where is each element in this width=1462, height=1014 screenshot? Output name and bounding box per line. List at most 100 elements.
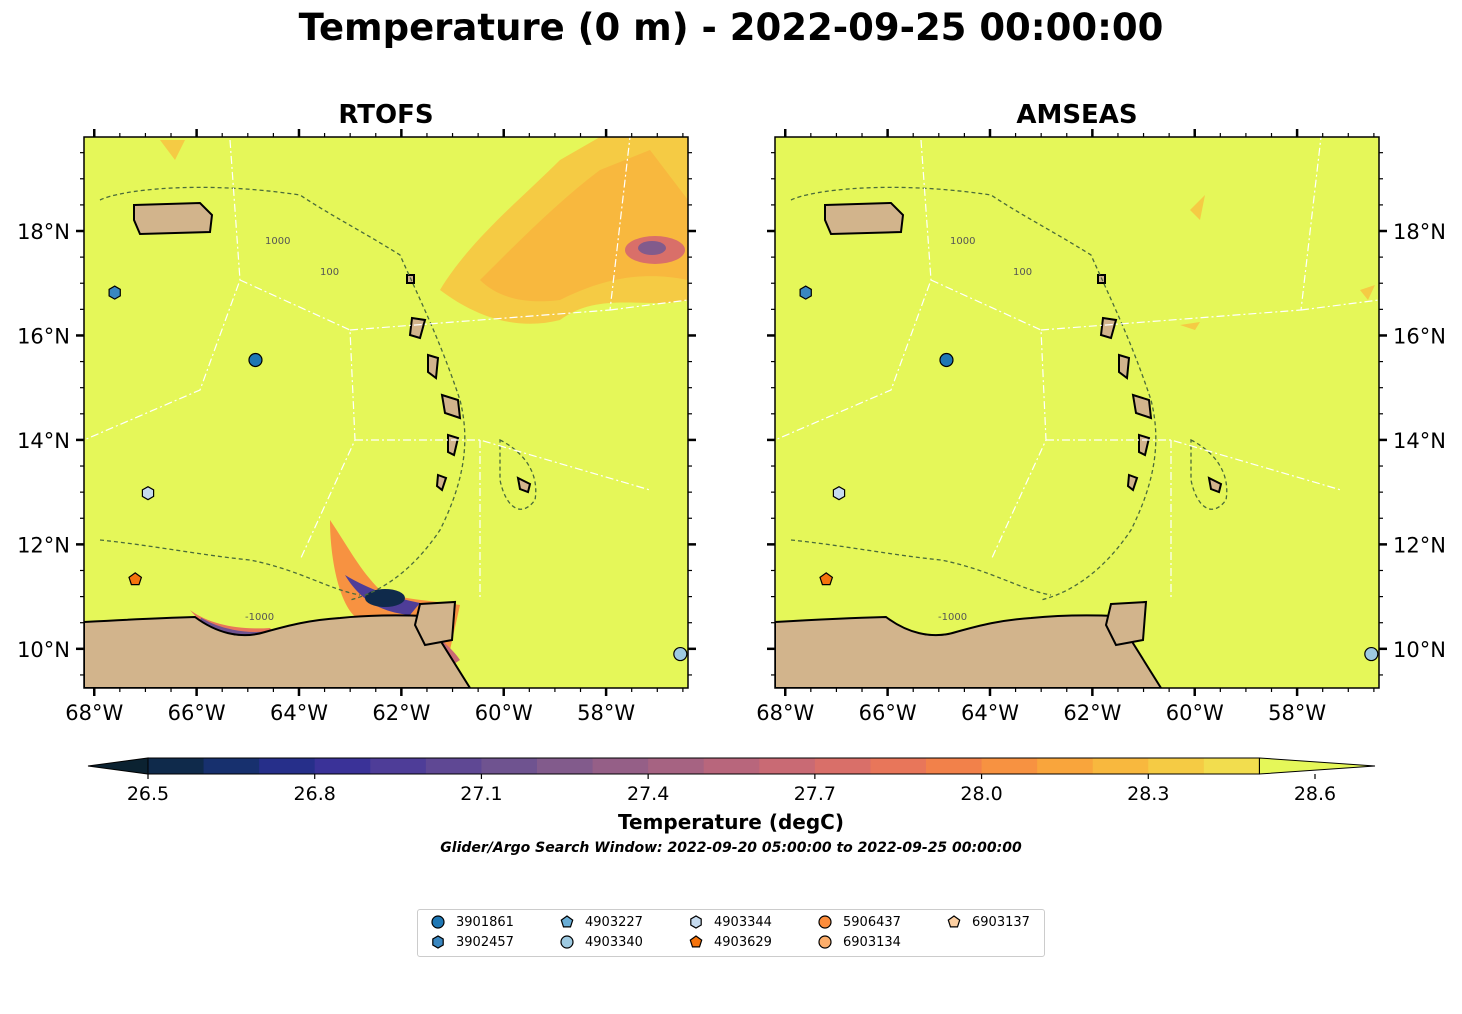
lat-tick-label: 10°N <box>1393 638 1446 662</box>
land-trinidad <box>413 600 457 647</box>
lat-tick-label: 12°N <box>1393 533 1446 557</box>
legend-label: 3902457 <box>456 934 514 950</box>
bathymetry-contour <box>790 186 1157 601</box>
colorbar-segment <box>648 758 705 774</box>
bathymetry-contour <box>99 186 466 601</box>
float-marker-3902457 <box>799 285 812 300</box>
land-puerto-rico <box>824 201 905 236</box>
colorbar-segment <box>537 758 594 774</box>
bathymetry-contour <box>1190 438 1228 510</box>
lon-tick-label: 68°W <box>756 701 814 725</box>
lon-tick-label: 64°W <box>961 701 1019 725</box>
legend-marker-4903227 <box>560 915 574 928</box>
legend-label: 6903137 <box>972 914 1030 930</box>
colorbar-tick-label: 27.4 <box>627 783 669 805</box>
contour-label: 1000 <box>950 236 975 247</box>
lon-tick-label: 58°W <box>1268 701 1326 725</box>
colorbar-segment <box>481 758 538 774</box>
warm-anomaly <box>480 150 688 302</box>
legend-marker-3902457 <box>432 935 444 949</box>
land-puerto-rico <box>133 201 214 236</box>
colorbar-extend-min <box>87 757 149 775</box>
lat-tick-label: 14°N <box>1393 429 1446 453</box>
lat-tick-label: 18°N <box>17 220 70 244</box>
legend-item-5906437: 5906437 <box>817 914 901 930</box>
eez-boundary <box>84 137 688 600</box>
map-frame-amseas <box>774 136 1380 689</box>
legend-label: 4903344 <box>714 914 772 930</box>
colorbar-segment <box>759 758 816 774</box>
legend-marker-4903344 <box>690 915 702 929</box>
float-marker-4903344 <box>141 486 155 501</box>
colorbar-tick-label: 28.3 <box>1127 783 1169 805</box>
lat-tick-label: 16°N <box>1393 324 1446 348</box>
lon-tick-label: 62°W <box>372 701 430 725</box>
contour-label: -1000 <box>938 612 967 623</box>
colorbar-segment <box>1037 758 1094 774</box>
colorbar-segment <box>981 758 1038 774</box>
legend-label: 4903629 <box>714 934 772 950</box>
colorbar: 26.5 26.8 27.1 27.4 27.7 28.0 28.3 28.6 <box>87 757 1376 805</box>
warm-anomaly <box>160 140 185 160</box>
legend-item-4903344: 4903344 <box>688 914 772 930</box>
colorbar-tick-label: 28.6 <box>1294 783 1336 805</box>
panel-title-amseas: AMSEAS <box>1016 100 1138 130</box>
lon-tick-label: 62°W <box>1063 701 1121 725</box>
legend-marker-3901861 <box>431 915 445 929</box>
colorbar-segment <box>425 758 482 774</box>
colorbar-segment <box>592 758 649 774</box>
legend-item-3902457: 3902457 <box>430 934 514 950</box>
colorbar-segment <box>703 758 760 774</box>
float-markers <box>108 285 688 662</box>
bathymetry-contour <box>99 539 361 596</box>
map-axes: 68°W 66°W 64°W 62°W 60°W 58°W 18°N 16°N 14°N 12°N… <box>17 129 1446 725</box>
float-markers <box>799 285 1379 662</box>
legend-item-4903340: 4903340 <box>559 934 643 950</box>
legend-marker-6903134 <box>818 935 832 949</box>
colorbar-segment <box>370 758 427 774</box>
search-window-caption: Glider/Argo Search Window: 2022-09-20 05… <box>440 840 1022 856</box>
lat-tick-label: 14°N <box>17 429 70 453</box>
colorbar-segment <box>814 758 871 774</box>
float-marker-3901861 <box>248 352 263 368</box>
colorbar-tick-label: 26.8 <box>294 783 336 805</box>
land-trinidad <box>1104 600 1148 647</box>
map-frame-rtofs <box>83 136 689 689</box>
lat-tick-label: 10°N <box>17 638 70 662</box>
colorbar-segment <box>148 758 205 774</box>
legend-item-3901861: 3901861 <box>430 914 514 930</box>
legend-item-4903227: 4903227 <box>559 914 643 930</box>
lat-tick-label: 18°N <box>1393 220 1446 244</box>
legend-marker-5906437 <box>818 915 832 929</box>
lat-tick-label: 12°N <box>17 533 70 557</box>
colorbar-tick-label: 27.1 <box>460 783 502 805</box>
float-marker-3902457 <box>108 285 121 300</box>
land-lesser-antilles <box>406 274 532 494</box>
float-marker-4903340 <box>1364 646 1379 662</box>
eez-boundary <box>775 137 1379 600</box>
colorbar-segment <box>870 758 927 774</box>
figure-title: Temperature (0 m) - 2022-09-25 00:00:00 <box>298 6 1164 49</box>
colorbar-tick-label: 26.5 <box>127 783 169 805</box>
colorbar-segment <box>203 758 260 774</box>
lon-tick-label: 60°W <box>475 701 533 725</box>
cold-eddy-core <box>638 241 666 255</box>
float-marker-4903340 <box>673 646 688 662</box>
cold-plume-core <box>365 589 405 607</box>
lon-tick-label: 66°W <box>168 701 226 725</box>
colorbar-segment <box>1203 758 1260 774</box>
land-south-america <box>775 614 1163 688</box>
land-lesser-antilles <box>1097 274 1223 494</box>
lat-tick-label: 16°N <box>17 324 70 348</box>
float-marker-3901861 <box>939 352 954 368</box>
colorbar-tick-label: 28.0 <box>960 783 1002 805</box>
bathymetry-contour <box>790 539 1052 596</box>
warm-anomaly <box>1180 195 1375 330</box>
legend-item-4903629: 4903629 <box>688 934 772 950</box>
contour-label: 100 <box>320 267 339 278</box>
lon-tick-label: 68°W <box>65 701 123 725</box>
contour-label: -1000 <box>245 612 274 623</box>
colorbar-frame <box>147 757 1260 775</box>
legend-label: 3901861 <box>456 914 514 930</box>
